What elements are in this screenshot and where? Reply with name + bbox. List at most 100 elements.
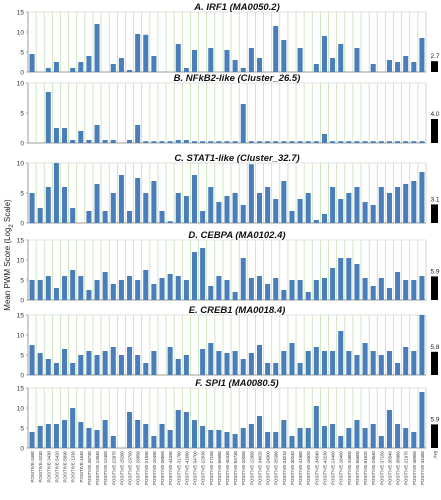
bar bbox=[321, 36, 327, 72]
x-tick-label: POSITIVE-14460 bbox=[331, 450, 336, 484]
bar bbox=[29, 345, 35, 375]
bar bbox=[305, 141, 311, 143]
bar bbox=[289, 343, 295, 375]
bar bbox=[208, 343, 214, 375]
bar bbox=[386, 60, 392, 72]
bar bbox=[321, 214, 327, 223]
y-tick-label: 5 bbox=[20, 278, 24, 285]
bar bbox=[256, 58, 263, 72]
panel-title: E. CREB1 (MA0018.4) bbox=[189, 305, 286, 316]
bar bbox=[200, 349, 206, 375]
bar bbox=[151, 181, 157, 223]
average-bar bbox=[431, 119, 438, 143]
bar bbox=[313, 141, 319, 143]
bar bbox=[354, 141, 360, 143]
bar bbox=[273, 363, 279, 375]
y-tick-label: 5 bbox=[20, 111, 24, 118]
bar bbox=[411, 351, 417, 375]
bar bbox=[102, 211, 108, 223]
bar bbox=[313, 64, 319, 72]
bar bbox=[411, 181, 417, 223]
bar bbox=[395, 187, 401, 223]
bar bbox=[70, 408, 76, 448]
bar bbox=[62, 128, 68, 143]
bar bbox=[305, 351, 311, 375]
x-tick-label: POSITIVE-25380 bbox=[274, 450, 279, 484]
x-tick-label: POSITIVE-34020 bbox=[257, 450, 262, 484]
x-tick-label: POSITIVE-22870 bbox=[111, 450, 116, 484]
x-tick-label: POSITIVE-44390 bbox=[168, 450, 173, 484]
bar bbox=[183, 412, 189, 448]
x-tick-label: POSITIVE-3480 bbox=[30, 450, 35, 482]
bar bbox=[370, 141, 376, 143]
bar bbox=[346, 258, 352, 300]
bar bbox=[297, 428, 303, 448]
y-axis-label: Mean PWM Score (Log2 Scale) bbox=[3, 199, 15, 311]
bar bbox=[143, 270, 149, 300]
bar bbox=[183, 140, 189, 143]
bar bbox=[313, 406, 319, 448]
bar bbox=[256, 141, 263, 143]
bar bbox=[159, 211, 165, 223]
y-tick-label: 10 bbox=[17, 81, 25, 88]
bar bbox=[419, 315, 425, 375]
plot-frame bbox=[27, 82, 427, 144]
average-label: 5.8 bbox=[430, 344, 439, 351]
bar bbox=[224, 353, 230, 375]
bar bbox=[330, 268, 336, 300]
bar bbox=[346, 141, 352, 143]
bar bbox=[135, 178, 141, 223]
average-label: 3.1 bbox=[430, 196, 439, 203]
bar bbox=[354, 187, 360, 223]
average-label: 4.0 bbox=[430, 111, 439, 118]
bar bbox=[127, 211, 133, 223]
bar bbox=[70, 68, 76, 72]
x-tick-label: POSITIVE-3430 bbox=[46, 450, 51, 482]
bar bbox=[183, 68, 189, 72]
bar bbox=[265, 363, 271, 375]
chart-panel: F. SPI1 (MA0080.5) 0 5 10 15 5.9 bbox=[17, 378, 440, 453]
bar bbox=[167, 221, 173, 223]
bar bbox=[151, 56, 157, 72]
bar bbox=[191, 141, 198, 143]
bar bbox=[191, 175, 198, 223]
bar bbox=[45, 68, 51, 72]
bar bbox=[362, 278, 368, 300]
bar bbox=[143, 193, 149, 223]
x-tick-label: POSITIVE-21970 bbox=[404, 450, 409, 484]
bar bbox=[386, 351, 392, 375]
x-tick-label: POSITIVE-19760 bbox=[128, 450, 133, 484]
bar bbox=[29, 193, 35, 223]
bar bbox=[167, 430, 173, 448]
bar bbox=[127, 276, 133, 300]
bar bbox=[86, 211, 92, 223]
y-tick-label: 10 bbox=[17, 30, 25, 37]
y-tick-label: 0 bbox=[20, 298, 24, 305]
bar bbox=[378, 355, 384, 375]
x-tick-label: POSITIVE-32050 bbox=[241, 450, 246, 484]
x-tick-label: POSITIVE-1640 bbox=[79, 450, 84, 482]
bar bbox=[330, 187, 336, 223]
chart-panel: D. CEBPA (MA0102.4) 0 5 10 15 5.9 bbox=[17, 230, 440, 305]
x-tick-label: POSITIVE-24900 bbox=[266, 450, 271, 484]
bar bbox=[94, 125, 100, 143]
bar bbox=[240, 258, 246, 300]
bar bbox=[45, 187, 51, 223]
x-tick-label: POSITIVE-43230 bbox=[322, 450, 327, 484]
x-tick-label: POSITIVE-34380 bbox=[420, 450, 425, 484]
bar bbox=[216, 276, 222, 300]
bar bbox=[419, 38, 425, 72]
bar bbox=[191, 50, 198, 72]
bar bbox=[127, 347, 133, 375]
bar bbox=[370, 351, 376, 375]
bar bbox=[240, 428, 246, 448]
bar bbox=[110, 347, 116, 375]
bar bbox=[281, 351, 287, 375]
y-tick-label: 5 bbox=[20, 426, 24, 433]
x-tick-label: POSITIVE-51620 bbox=[363, 450, 368, 484]
bar bbox=[378, 436, 384, 448]
bar bbox=[281, 40, 287, 72]
bar bbox=[70, 270, 76, 300]
bar bbox=[305, 428, 311, 448]
bar bbox=[110, 193, 116, 223]
